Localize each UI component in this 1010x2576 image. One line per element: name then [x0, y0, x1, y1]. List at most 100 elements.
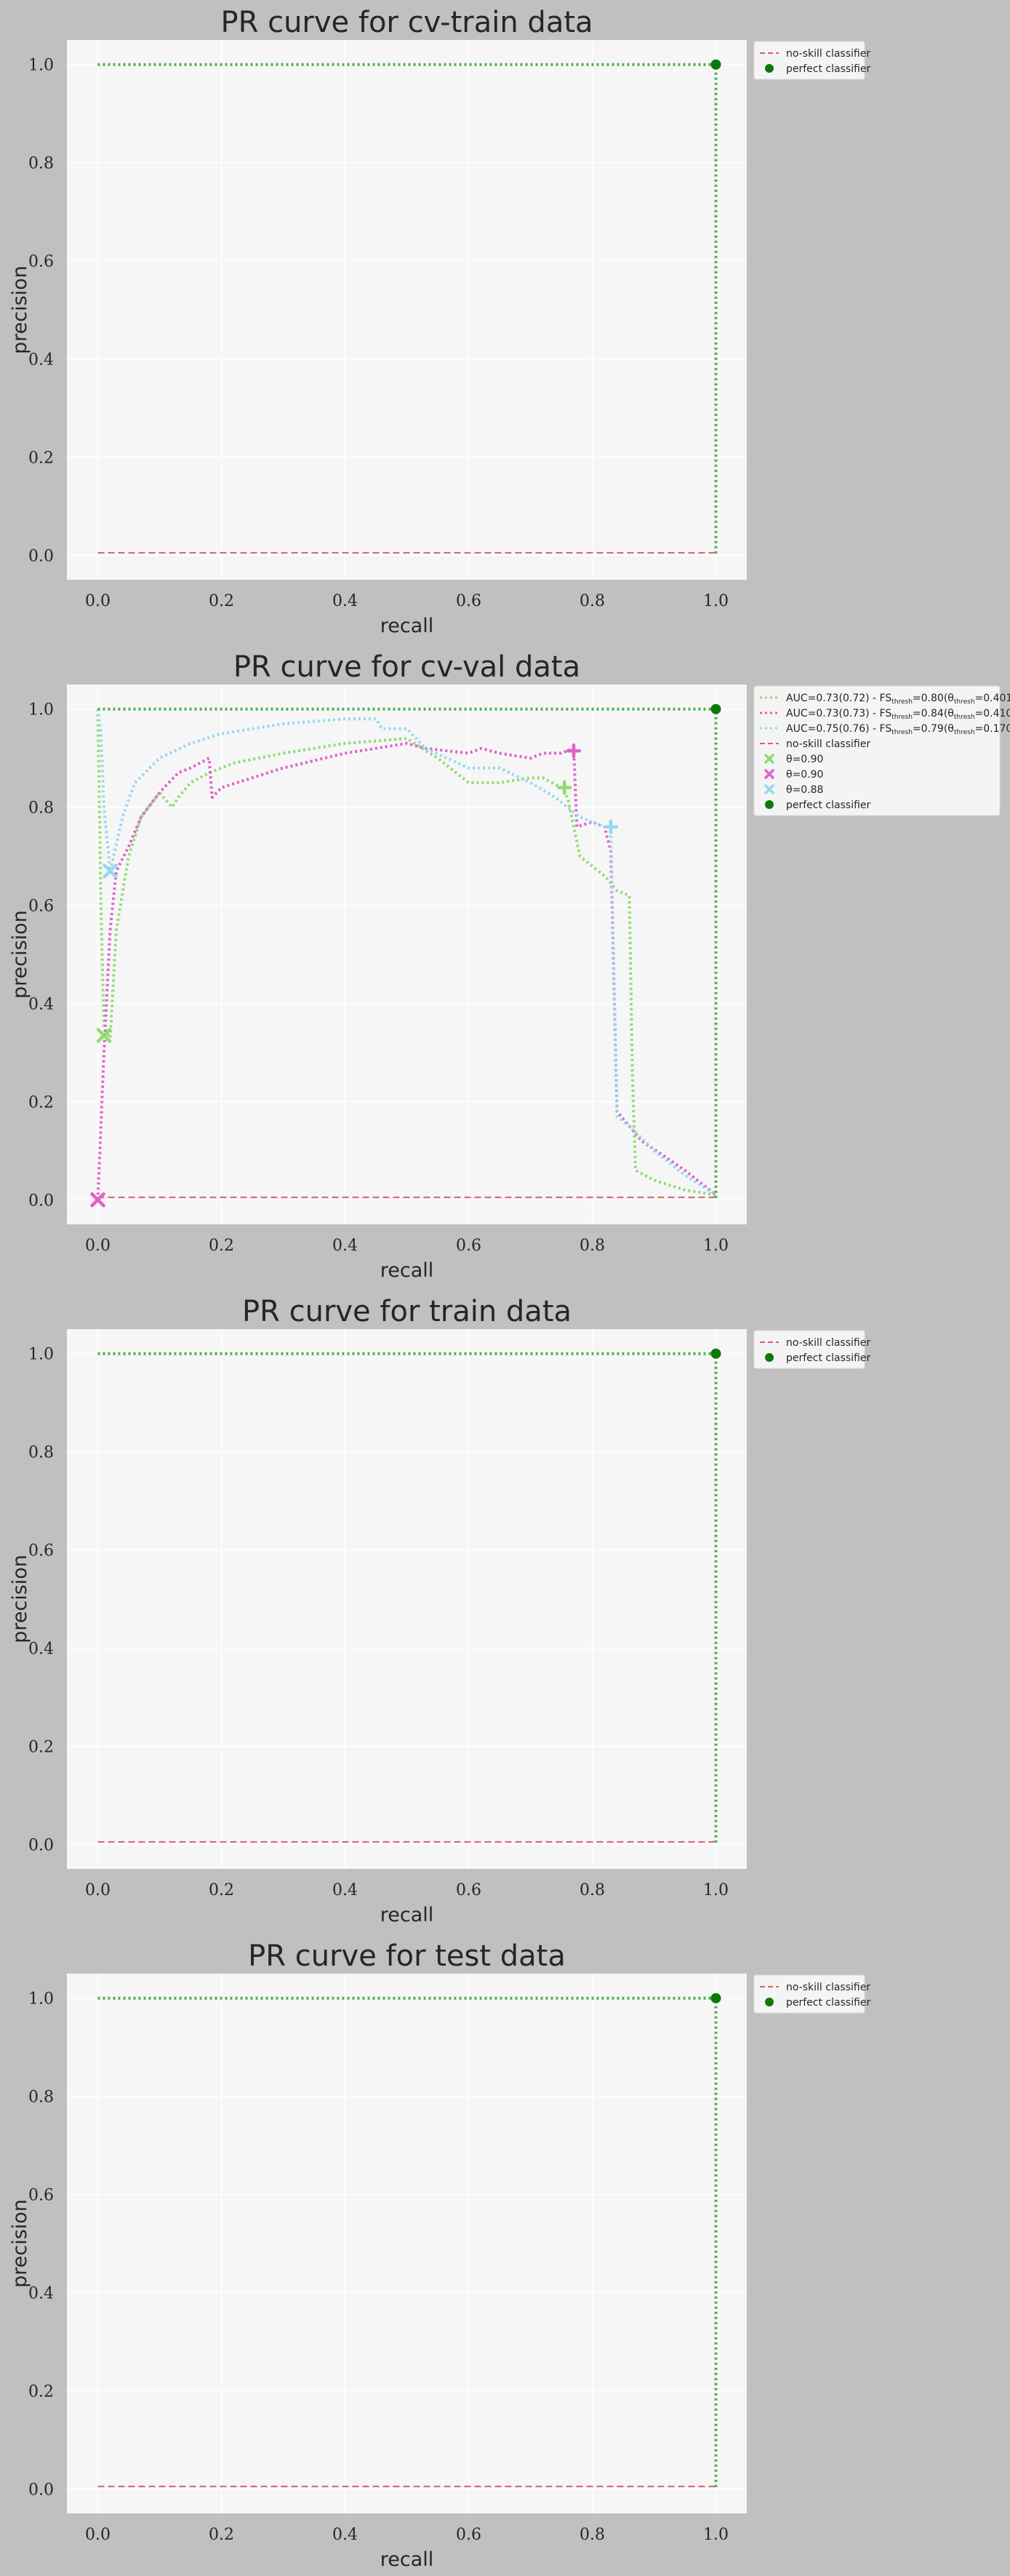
- y-tick-label: 0.8: [28, 799, 54, 818]
- x-axis-label: recall: [380, 1904, 434, 1926]
- y-tick-label: 0.6: [28, 898, 54, 916]
- y-tick-label: 0.2: [28, 449, 54, 467]
- y-tick-label: 0.8: [28, 2089, 54, 2107]
- y-tick-label: 0.0: [28, 2481, 54, 2499]
- x-tick-label: 1.0: [703, 592, 729, 610]
- y-tick-label: 1.0: [28, 1346, 54, 1364]
- perfect-classifier-point: [710, 703, 721, 714]
- x-axis-label: recall: [380, 2548, 434, 2571]
- y-tick-label: 0.4: [28, 2284, 54, 2302]
- chart-panel-2: PR curve for train data 0.0 0.2 0.4 0.6 0.8 1.…: [9, 1295, 871, 1926]
- y-axis-label: precision: [9, 266, 31, 354]
- legend-label-part: thresh: [891, 729, 913, 736]
- x-tick-label: 0.6: [456, 1881, 481, 1899]
- plot-area: [67, 40, 747, 580]
- x-axis-label: recall: [380, 1259, 434, 1282]
- legend: AUC=0.73(0.72) - FSthresh=0.80(θthresh=0…: [753, 685, 1010, 816]
- legend-swatch: [765, 64, 774, 73]
- legend-label-part: thresh: [954, 698, 975, 706]
- y-tick-label: 0.0: [28, 1836, 54, 1854]
- y-tick-label: 0.4: [28, 995, 54, 1013]
- x-tick-label: 0.8: [580, 592, 605, 610]
- legend-label-part: =0.170): [975, 723, 1010, 735]
- y-tick-label: 0.6: [28, 2187, 54, 2205]
- legend-box: [753, 685, 1001, 816]
- y-axis-label: precision: [9, 910, 31, 999]
- x-tick-label: 1.0: [703, 2526, 729, 2544]
- y-axis-label: precision: [9, 2199, 31, 2288]
- legend-label-part: AUC=0.75(0.76) - FS: [786, 723, 891, 735]
- y-tick-label: 0.2: [28, 2382, 54, 2401]
- plot-area: [67, 685, 747, 1224]
- y-tick-label: 0.4: [28, 1640, 54, 1658]
- series-line-0: [96, 709, 716, 1197]
- x-tick-label: 0.0: [85, 1237, 111, 1255]
- x-tick-label: 0.2: [209, 2526, 234, 2544]
- plot-area: [67, 1974, 747, 2513]
- x-tick-label: 0.4: [332, 592, 358, 610]
- threshold-marker: [566, 743, 582, 759]
- legend-label-part: thresh: [954, 714, 975, 721]
- threshold-marker: [603, 819, 619, 834]
- x-tick-label: 0.0: [85, 592, 111, 610]
- series-line-2: [96, 709, 717, 1197]
- legend-label-part: thresh: [954, 729, 975, 736]
- y-tick-label: 0.2: [28, 1738, 54, 1756]
- legend-swatch: [765, 1353, 774, 1362]
- legend-label: θ=0.90: [786, 754, 823, 765]
- legend-swatch: [764, 769, 774, 779]
- y-tick-label: 1.0: [28, 57, 54, 75]
- chart-title: PR curve for train data: [242, 1295, 572, 1328]
- legend-label: no-skill classifier: [786, 48, 870, 60]
- perfect-classifier-point: [710, 1348, 721, 1359]
- legend: no-skill classifier perfect classifier: [753, 1974, 871, 2014]
- y-tick-label: 0.0: [28, 547, 54, 565]
- legend-label-part: thresh: [891, 714, 913, 721]
- x-tick-label: 0.4: [332, 1237, 358, 1255]
- y-tick-label: 0.2: [28, 1093, 54, 1112]
- plot-area: [67, 1329, 747, 1869]
- chart-panel-3: PR curve for test data 0.0 0.2 0.4 0.6 0.8 1.0…: [9, 1939, 871, 2571]
- x-tick-label: 0.0: [85, 2526, 111, 2544]
- legend-label: AUC=0.73(0.73) - FSthresh=0.84(θthresh=0…: [786, 708, 1010, 721]
- chart-title: PR curve for test data: [248, 1939, 566, 1973]
- chart-panel-1: PR curve for cv-val data 0.0 0.2 0.4 0.6 0.8 1…: [9, 650, 1010, 1282]
- x-tick-label: 0.8: [580, 2526, 605, 2544]
- x-tick-label: 0.6: [456, 2526, 481, 2544]
- legend-label: θ=0.88: [786, 784, 823, 796]
- y-tick-label: 0.8: [28, 155, 54, 173]
- legend-swatch: [764, 754, 774, 764]
- legend-label-part: =0.401): [975, 693, 1010, 704]
- x-axis-label: recall: [380, 615, 434, 637]
- legend-box: [753, 41, 865, 80]
- x-tick-label: 0.2: [209, 1881, 234, 1899]
- x-tick-label: 0.6: [456, 592, 481, 610]
- x-tick-label: 1.0: [703, 1237, 729, 1255]
- legend-label-part: AUC=0.73(0.72) - FS: [786, 693, 891, 704]
- x-tick-label: 0.2: [209, 1237, 234, 1255]
- legend-label: no-skill classifier: [786, 1982, 870, 1993]
- legend-label-part: =0.80(θ: [913, 693, 954, 704]
- legend-label: AUC=0.73(0.72) - FSthresh=0.80(θthresh=0…: [786, 693, 1010, 706]
- legend-label: perfect classifier: [786, 1352, 871, 1364]
- perfect-classifier-point: [710, 59, 721, 70]
- legend-label-part: =0.410): [975, 708, 1010, 719]
- y-tick-label: 1.0: [28, 701, 54, 719]
- legend-box: [753, 1974, 865, 2014]
- threshold-marker: [90, 1192, 105, 1208]
- threshold-marker: [96, 1028, 112, 1043]
- chart-title: PR curve for cv-val data: [233, 650, 580, 684]
- series-line-1: [96, 741, 717, 1200]
- threshold-marker: [103, 864, 118, 879]
- x-tick-label: 0.8: [580, 1881, 605, 1899]
- x-tick-label: 0.8: [580, 1237, 605, 1255]
- legend-label: perfect classifier: [786, 1997, 871, 2009]
- legend: no-skill classifier perfect classifier: [753, 1330, 871, 1369]
- y-tick-label: 1.0: [28, 1990, 54, 2009]
- legend-swatch: [765, 800, 774, 809]
- legend-label-part: AUC=0.73(0.73) - FS: [786, 708, 891, 719]
- x-tick-label: 0.0: [85, 1881, 111, 1899]
- y-tick-label: 0.8: [28, 1444, 54, 1462]
- y-tick-label: 0.4: [28, 351, 54, 369]
- legend: no-skill classifier perfect classifier: [753, 41, 871, 80]
